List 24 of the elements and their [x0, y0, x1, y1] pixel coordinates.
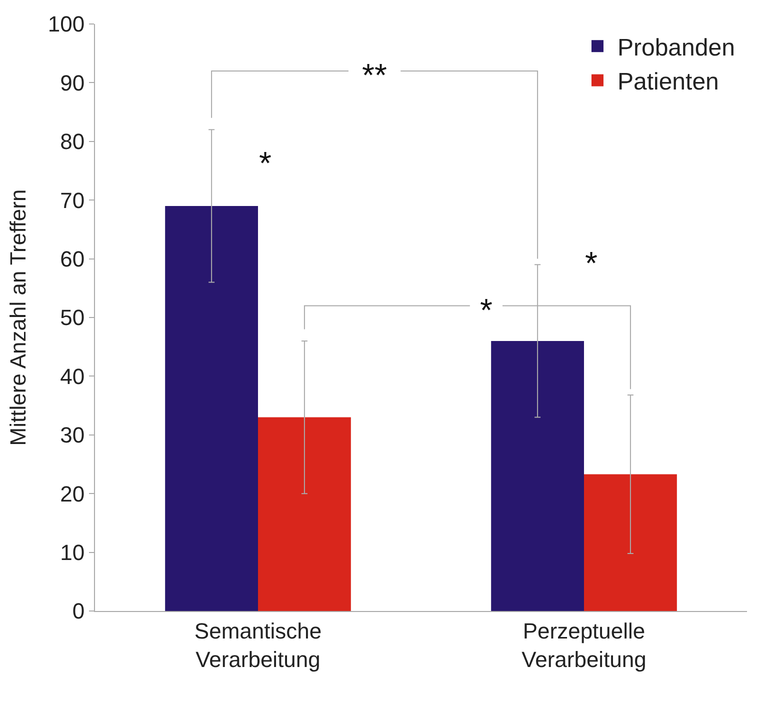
y-tick-label: 70 — [60, 188, 85, 213]
bar — [491, 340, 584, 611]
x-tick-label: Semantische Verarbeitung — [194, 618, 322, 672]
bar — [258, 417, 351, 611]
y-axis-title: Mittlere Anzahl an Treffern — [6, 189, 31, 446]
annotation: ** — [362, 57, 387, 93]
y-tick-label: 50 — [60, 305, 85, 330]
y-tick-label: 20 — [60, 481, 85, 506]
legend-label: Probanden — [617, 34, 735, 62]
y-tick-label: 10 — [60, 540, 85, 565]
bar — [165, 206, 258, 611]
y-tick-label: 80 — [60, 129, 85, 154]
legend-label: Patienten — [617, 68, 719, 96]
y-tick-label: 30 — [60, 422, 85, 448]
y-tick-label: 90 — [60, 70, 85, 96]
annotation: * — [480, 292, 492, 328]
y-tick-label: 60 — [60, 246, 85, 272]
y-tick-label: 0 — [72, 598, 85, 624]
annotation: * — [585, 245, 598, 281]
bar — [584, 474, 677, 611]
x-tick-label: Perzeptuelle Verarbeitung — [522, 618, 646, 672]
y-tick-label: 40 — [60, 364, 85, 389]
annotation: * — [259, 145, 272, 181]
y-tick-label: 100 — [48, 12, 85, 37]
